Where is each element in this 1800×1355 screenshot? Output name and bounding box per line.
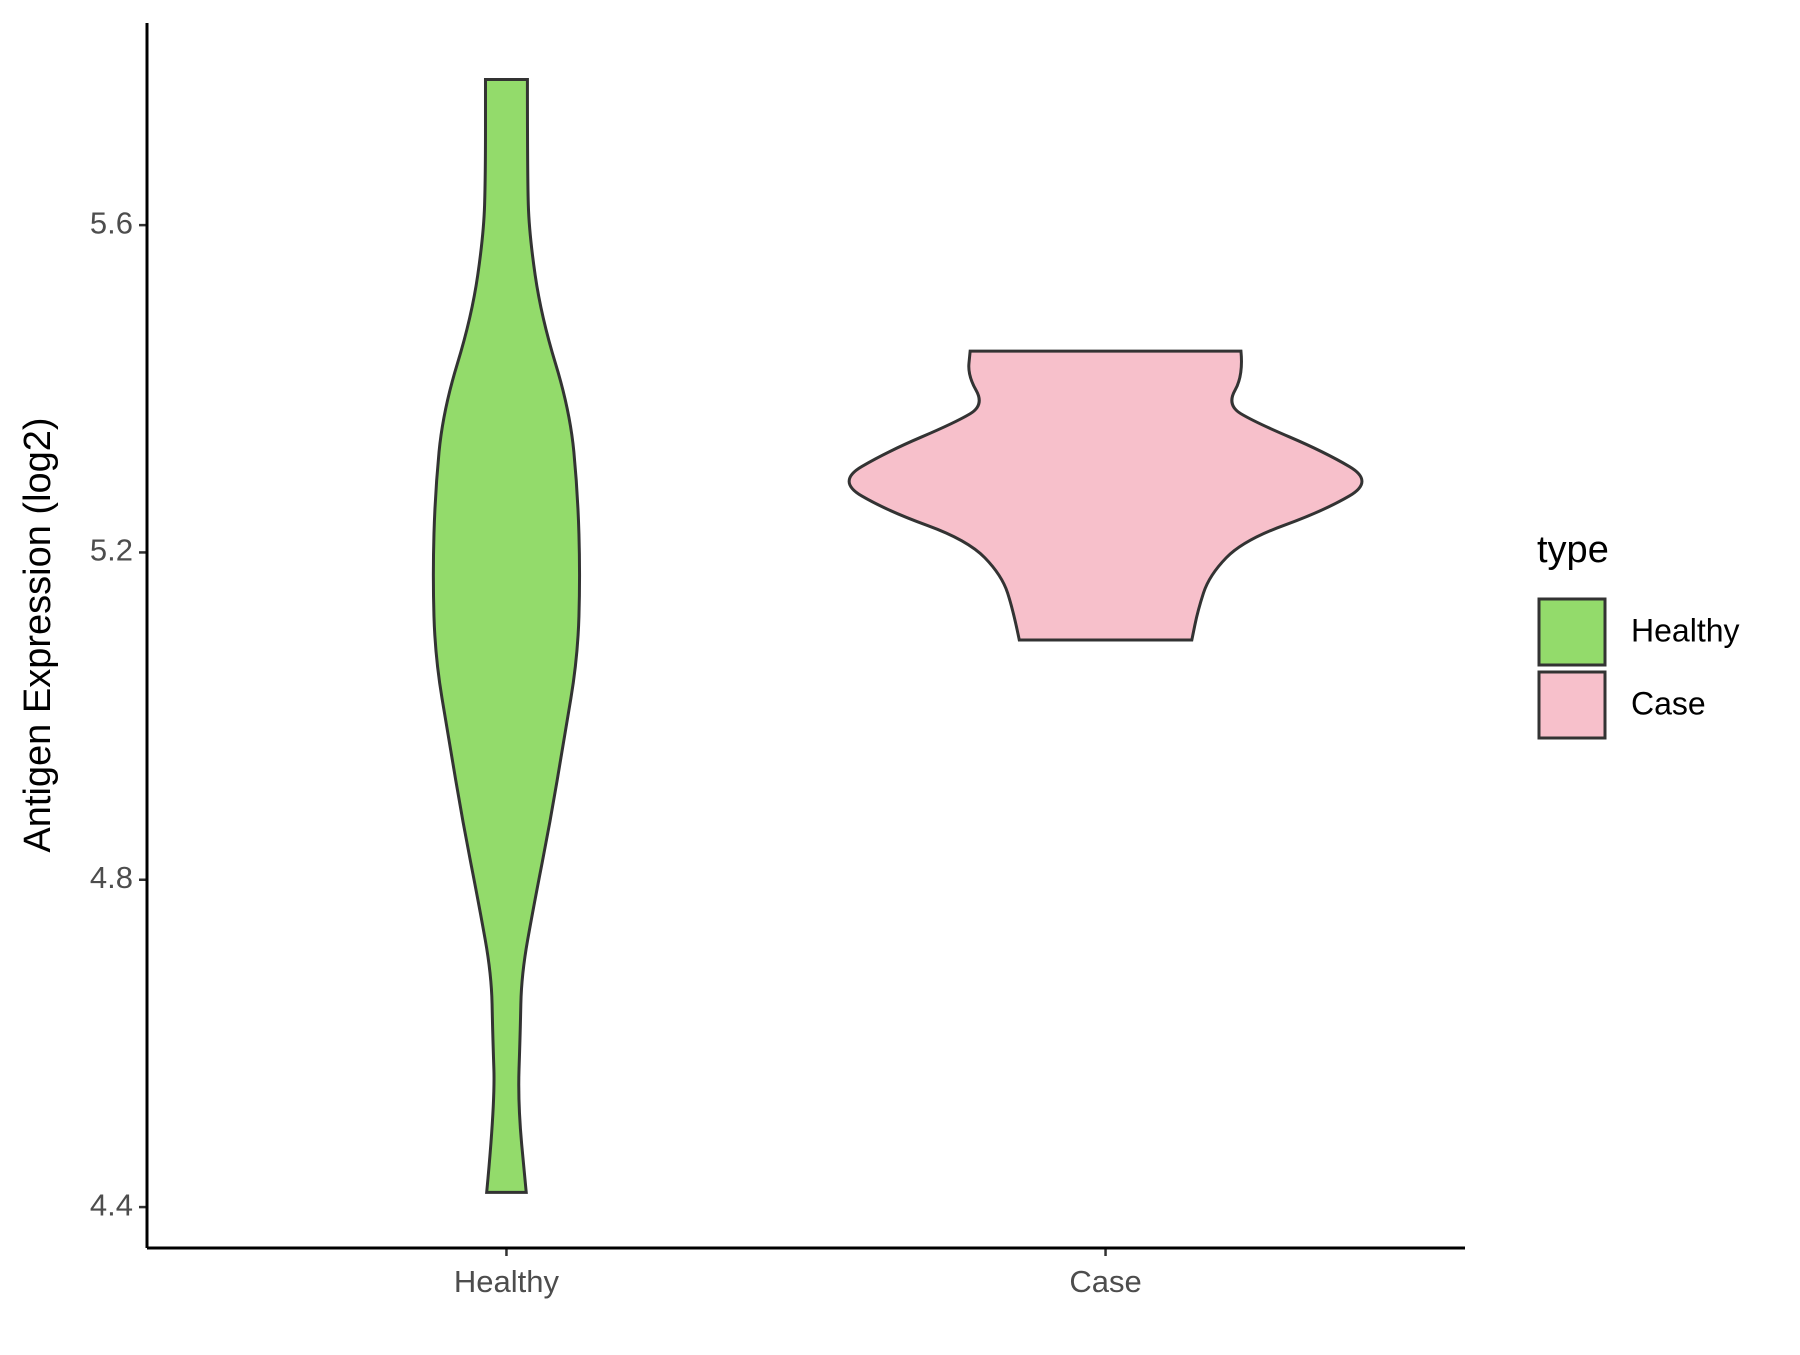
legend-label: Case	[1631, 685, 1706, 721]
violin	[431, 77, 582, 1194]
x-tick-label: Case	[1069, 1264, 1141, 1299]
y-axis-title: Antigen Expression (log2)	[17, 417, 59, 852]
legend-key	[1537, 670, 1607, 740]
legend-label: Healthy	[1631, 612, 1740, 648]
y-tick-label: 4.4	[90, 1187, 133, 1222]
x-tick-label: Healthy	[454, 1264, 560, 1299]
violin	[847, 349, 1364, 642]
y-tick-label: 5.2	[90, 533, 133, 568]
legend-key	[1537, 597, 1607, 667]
legend-title: type	[1537, 529, 1609, 571]
y-tick-label: 4.8	[90, 860, 133, 895]
y-tick-label: 5.6	[90, 205, 133, 240]
